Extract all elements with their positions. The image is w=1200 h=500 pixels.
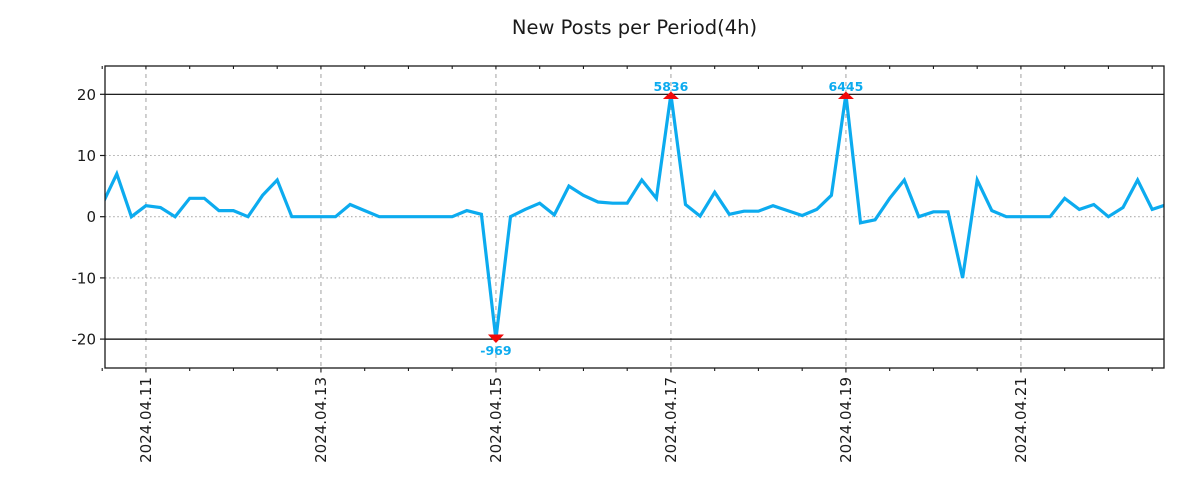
valley-marker-down-triangle	[487, 334, 504, 343]
new-posts-series-line	[105, 94, 1164, 340]
peak-marker-up-triangle	[837, 91, 854, 99]
y-tick-label: 10	[77, 147, 96, 165]
data-line	[105, 94, 1164, 340]
y-tick-label: 20	[77, 86, 96, 104]
annotation-label: 5836	[654, 79, 689, 94]
annotation-5836: 5836	[654, 79, 689, 99]
annotation--969: -969	[480, 334, 512, 358]
y-tick-label: 0	[86, 208, 96, 226]
annotation-label: 6445	[829, 79, 864, 94]
plot-border	[104, 65, 1165, 369]
y-tick-labels: 20 10 0 -10 -20	[72, 86, 97, 349]
y-tick-label: -10	[72, 269, 97, 287]
x-tick-label: 2024.04.15	[487, 377, 505, 463]
threshold-lines	[105, 93, 1164, 340]
x-tick-label: 2024.04.17	[662, 377, 680, 463]
annotation-label: -969	[480, 343, 511, 358]
axis-ticks	[100, 66, 1153, 373]
x-tick-labels: 2024.04.11 2024.04.13 2024.04.15 2024.04.17…	[137, 377, 1030, 463]
x-tick-label: 2024.04.21	[1012, 377, 1030, 463]
annotation-6445: 6445	[829, 79, 864, 99]
chart-title: New Posts per Period(4h)	[511, 16, 758, 39]
x-gridlines	[145, 66, 1022, 368]
y-tick-label: -20	[72, 331, 97, 349]
x-tick-label: 2024.04.11	[137, 377, 155, 463]
peak-marker-up-triangle	[662, 91, 679, 99]
x-tick-label: 2024.04.13	[312, 377, 330, 463]
y-gridlines	[105, 154, 1164, 279]
x-tick-label: 2024.04.19	[837, 377, 855, 463]
